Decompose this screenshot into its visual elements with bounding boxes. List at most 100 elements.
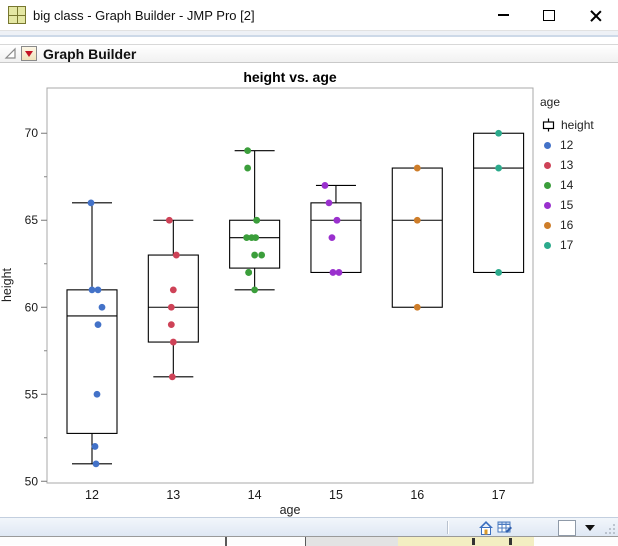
data-point[interactable]: [413, 164, 421, 172]
x-category-label: 15: [329, 488, 343, 502]
y-tick-label: 70: [25, 126, 39, 140]
minimize-icon: [497, 14, 509, 16]
data-point[interactable]: [258, 251, 266, 259]
x-category-label: 12: [85, 488, 99, 502]
data-point[interactable]: [495, 164, 502, 172]
red-triangle-icon: [25, 50, 33, 57]
legend-entry[interactable]: 14: [540, 175, 594, 195]
red-triangle-menu-button[interactable]: [21, 46, 37, 61]
edit-table-icon: [497, 521, 512, 533]
data-point[interactable]: [413, 303, 421, 311]
legend-entry-label: 14: [560, 178, 574, 192]
report-title: Graph Builder: [43, 45, 137, 62]
box-plot[interactable]: [310, 202, 362, 273]
report-header: Graph Builder: [0, 44, 618, 63]
y-tick-label: 65: [25, 213, 39, 227]
data-point[interactable]: [91, 443, 99, 450]
legend-entry-label: 13: [560, 158, 574, 172]
box-plot[interactable]: [229, 219, 281, 269]
legend-color-dot: [544, 201, 551, 209]
home-icon: [479, 521, 493, 535]
background-window-sliver[interactable]: [0, 536, 618, 546]
data-point[interactable]: [495, 269, 502, 276]
resize-grip[interactable]: [605, 523, 616, 534]
edit-table-button[interactable]: [497, 520, 513, 535]
data-point[interactable]: [94, 286, 102, 294]
box-plot[interactable]: [66, 289, 118, 434]
box-plot[interactable]: [473, 132, 525, 273]
data-point[interactable]: [495, 129, 502, 137]
data-point[interactable]: [87, 199, 95, 207]
y-tick-label: 50: [25, 474, 39, 488]
x-category-label: 13: [166, 488, 180, 502]
data-point[interactable]: [165, 216, 173, 224]
data-point[interactable]: [172, 251, 180, 259]
bg-window-divider: [225, 537, 227, 546]
data-point[interactable]: [321, 182, 329, 189]
chart-area: height vs. age height age 50 55 60 65 70 12 13…: [0, 63, 618, 517]
data-point[interactable]: [167, 321, 175, 329]
legend-entry[interactable]: 17: [540, 235, 594, 255]
data-point[interactable]: [92, 460, 100, 468]
data-point[interactable]: [328, 234, 336, 242]
data-point[interactable]: [168, 373, 176, 381]
dropdown-caret-button[interactable]: [585, 525, 595, 531]
plot-canvas[interactable]: 50 55 60 65 70 12 13 14 15 16 17: [0, 63, 618, 517]
data-point[interactable]: [169, 338, 177, 346]
data-point[interactable]: [325, 199, 333, 207]
statusbar-divider: [447, 521, 449, 534]
plot-frame: [46, 87, 534, 484]
legend-entry[interactable]: 16: [540, 215, 594, 235]
data-point[interactable]: [245, 269, 253, 276]
data-point[interactable]: [244, 147, 252, 155]
legend-entry-label: 17: [560, 238, 574, 252]
close-button[interactable]: [572, 0, 618, 30]
data-point[interactable]: [329, 269, 337, 276]
legend-color-dot: [544, 241, 551, 249]
y-tick-label: 55: [25, 387, 39, 401]
selection-box[interactable]: [558, 520, 576, 536]
legend-entry[interactable]: 12: [540, 135, 594, 155]
bg-window-text-fragment: [472, 538, 475, 545]
legend-color-dot: [544, 141, 551, 149]
close-icon: [590, 10, 601, 21]
data-point[interactable]: [413, 216, 421, 224]
collapse-triangle-icon[interactable]: [4, 47, 17, 60]
y-tick-label: 60: [25, 300, 39, 314]
data-point[interactable]: [251, 251, 259, 259]
legend-title: age: [540, 95, 561, 109]
legend-entry-label: 15: [560, 198, 574, 212]
maximize-button[interactable]: [526, 0, 572, 30]
legend-color-dot: [544, 181, 551, 189]
data-point[interactable]: [93, 390, 101, 398]
chart-title[interactable]: height vs. age: [243, 69, 337, 85]
data-point[interactable]: [98, 303, 106, 311]
legend-entry-label: 16: [560, 218, 574, 232]
x-axis-title[interactable]: age: [279, 503, 301, 517]
legend-series-row[interactable]: height: [540, 115, 594, 135]
data-point[interactable]: [253, 216, 261, 224]
box-plot[interactable]: [147, 254, 199, 343]
maximize-icon: [543, 9, 555, 21]
data-point[interactable]: [94, 321, 102, 329]
status-bar: [0, 517, 618, 536]
data-point[interactable]: [169, 286, 177, 294]
toolbar-strip: [0, 30, 618, 37]
bg-window-text-fragment: [509, 538, 512, 545]
jmp-data-table-icon: [8, 6, 26, 24]
home-button[interactable]: [478, 520, 494, 535]
data-point[interactable]: [335, 269, 343, 276]
minimize-button[interactable]: [480, 0, 526, 30]
box-plot[interactable]: [391, 167, 443, 308]
legend-entry[interactable]: 13: [540, 155, 594, 175]
data-point[interactable]: [251, 286, 259, 294]
legend-entry[interactable]: 15: [540, 195, 594, 215]
data-point[interactable]: [243, 234, 251, 242]
legend: age height 12 13 14 15 16 17: [540, 95, 594, 255]
data-point[interactable]: [167, 303, 175, 311]
data-point[interactable]: [333, 216, 341, 224]
data-point[interactable]: [244, 164, 252, 172]
data-point[interactable]: [88, 286, 96, 294]
legend-entries: 12 13 14 15 16 17: [540, 135, 594, 255]
data-point[interactable]: [252, 234, 260, 242]
